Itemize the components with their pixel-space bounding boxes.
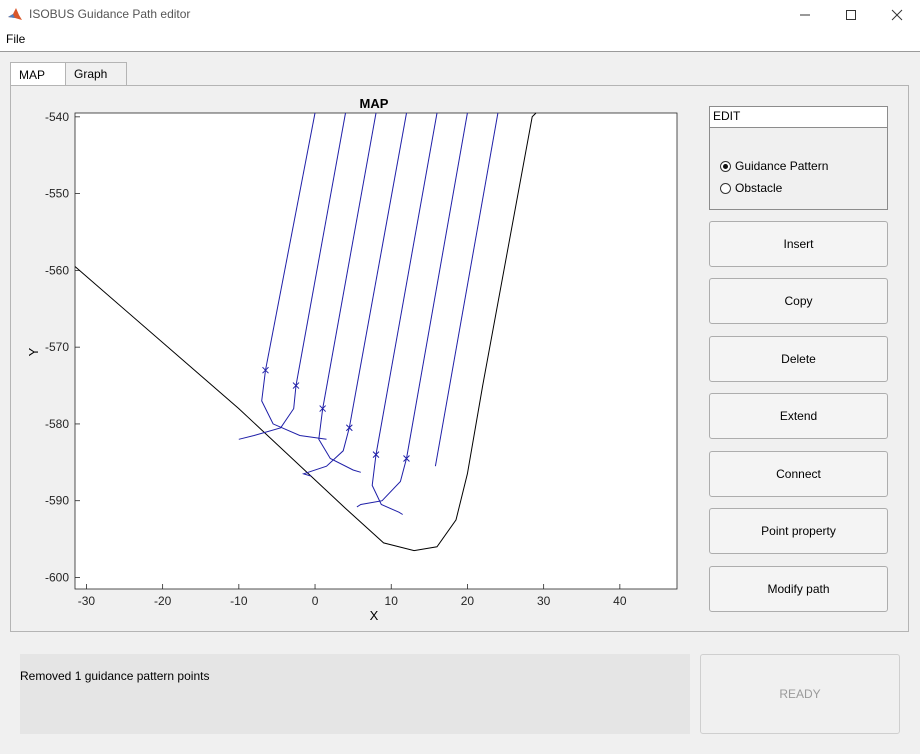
turn-curve <box>356 458 407 508</box>
turn-curve <box>301 427 350 477</box>
ready-indicator: READY <box>700 654 900 734</box>
path-point-marker <box>372 451 380 458</box>
radio-label: Obstacle <box>735 181 783 195</box>
connect-button[interactable]: Connect <box>709 451 888 497</box>
maximize-icon <box>846 9 856 20</box>
y-tick-label: -560 <box>45 263 69 277</box>
path-point-marker <box>345 424 353 432</box>
delete-button[interactable]: Delete <box>709 336 888 382</box>
menu-bar: File <box>0 29 920 52</box>
tab-strip: MAP Graph <box>10 62 910 86</box>
radio-obstacle[interactable]: Obstacle <box>720 181 782 195</box>
y-tick-label: -550 <box>45 187 69 201</box>
extend-button[interactable]: Extend <box>709 393 888 439</box>
radio-guidance-pattern[interactable]: Guidance Pattern <box>720 159 828 173</box>
maximize-button[interactable] <box>828 0 874 29</box>
turn-curve <box>318 408 361 473</box>
x-tick-label: 20 <box>461 594 475 608</box>
turn-curve <box>238 385 297 440</box>
y-tick-label: -570 <box>45 340 69 354</box>
matlab-icon <box>8 8 22 20</box>
insert-button[interactable]: Insert <box>709 221 888 267</box>
guidance-swath-line <box>322 112 377 409</box>
field-boundary-line <box>74 112 537 552</box>
x-tick-label: -30 <box>78 594 96 608</box>
guidance-swath-line <box>295 112 346 386</box>
guidance-swath-line <box>434 112 499 467</box>
y-tick-label: -580 <box>45 417 69 431</box>
x-tick-label: 10 <box>385 594 399 608</box>
point-property-button[interactable]: Point property <box>709 508 888 554</box>
x-tick-label: 40 <box>613 594 627 608</box>
window-title: ISOBUS Guidance Path editor <box>29 7 191 21</box>
minimize-icon <box>800 14 810 15</box>
x-axis-label: X <box>370 608 379 623</box>
path-point-marker <box>403 455 410 462</box>
radio-button-checked[interactable] <box>720 160 731 172</box>
path-point-marker <box>262 366 269 374</box>
guidance-swath-line <box>406 112 468 459</box>
y-tick-label: -540 <box>45 110 69 124</box>
radio-button[interactable] <box>720 182 731 194</box>
close-icon <box>891 9 903 20</box>
radio-label: Guidance Pattern <box>735 159 829 173</box>
tab-map[interactable]: MAP <box>10 62 66 86</box>
y-tick-label: -590 <box>45 494 69 508</box>
turn-curve <box>371 454 403 515</box>
modify-path-button[interactable]: Modify path <box>709 566 888 612</box>
title-bar: ISOBUS Guidance Path editor <box>0 0 920 29</box>
x-tick-label: 0 <box>312 594 319 608</box>
x-tick-label: 30 <box>537 594 551 608</box>
x-tick-label: -20 <box>154 594 172 608</box>
x-tick-label: -10 <box>230 594 248 608</box>
copy-button[interactable]: Copy <box>709 278 888 324</box>
plot-title: MAP <box>360 96 389 111</box>
path-point-marker <box>292 382 300 389</box>
guidance-swath-line <box>348 112 407 428</box>
minimize-button[interactable] <box>782 0 828 29</box>
edit-panel-title: EDIT <box>710 107 887 128</box>
status-message: Removed 1 guidance pattern points <box>20 669 210 683</box>
close-button[interactable] <box>874 0 920 29</box>
path-point-marker <box>319 405 327 412</box>
plot-area[interactable] <box>74 112 678 590</box>
status-message-box: Removed 1 guidance pattern points <box>20 654 690 734</box>
guidance-swath-line <box>265 112 316 371</box>
y-tick-label: -600 <box>45 570 69 584</box>
edit-panel: EDIT Guidance Pattern Obstacle <box>709 106 888 210</box>
menu-file[interactable]: File <box>6 32 26 46</box>
tab-graph[interactable]: Graph <box>65 62 127 85</box>
y-axis-label: Y <box>26 347 41 356</box>
turn-curve <box>261 370 327 440</box>
guidance-swath-line <box>375 112 438 455</box>
